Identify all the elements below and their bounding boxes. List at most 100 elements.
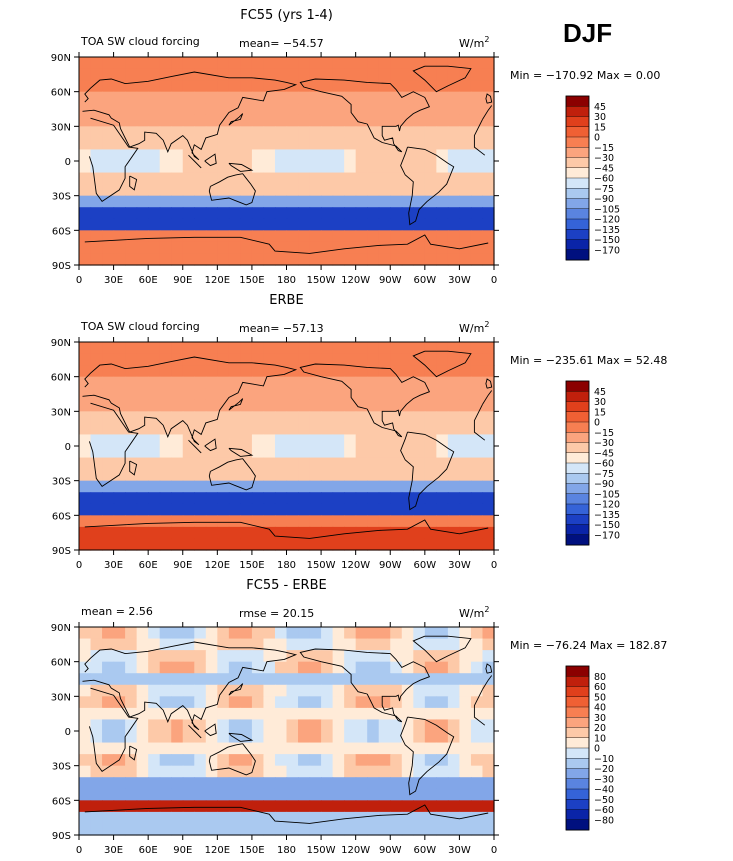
coastline	[204, 438, 217, 452]
contour-cell	[436, 661, 449, 674]
contour-cell	[136, 422, 149, 436]
contour-cell	[378, 788, 391, 801]
contour-cell	[274, 114, 288, 127]
contour-cell	[79, 811, 92, 825]
contour-cell	[228, 137, 241, 151]
contour-cell	[136, 57, 149, 70]
contour-cell	[321, 650, 334, 663]
contour-cell	[182, 469, 195, 482]
contour-cell	[378, 684, 391, 697]
contour-cell	[321, 777, 334, 790]
contour-cell	[286, 376, 299, 389]
contour-cell	[205, 137, 218, 151]
contour-cell	[401, 172, 414, 185]
contour-cell	[251, 765, 265, 778]
contour-cell	[79, 68, 92, 81]
contour-cell	[125, 765, 138, 778]
contour-cell	[332, 241, 345, 255]
contour-cell	[251, 696, 265, 709]
contour-cell	[321, 149, 334, 162]
contour-cell	[378, 731, 391, 744]
contour-cell	[309, 388, 322, 401]
contour-cell	[228, 811, 241, 825]
contour-cell	[309, 114, 322, 127]
contour-cell	[171, 388, 184, 401]
contour-cell	[321, 538, 334, 551]
contour-cell	[102, 765, 115, 778]
contour-cell	[251, 707, 265, 721]
contour-cell	[378, 457, 391, 470]
contour-cell	[459, 365, 472, 378]
contour-cell	[194, 68, 207, 81]
contour-cell	[102, 230, 115, 243]
contour-cell	[286, 742, 299, 755]
contour-cell	[90, 538, 103, 551]
contour-cell	[171, 342, 184, 355]
contour-cell	[401, 57, 414, 70]
contour-cell	[228, 434, 241, 447]
contour-cell	[424, 376, 437, 389]
contour-cell	[413, 788, 426, 801]
contour-cell	[171, 777, 184, 790]
contour-cell	[113, 526, 126, 540]
contour-cell	[482, 446, 495, 459]
contour-cell	[367, 719, 380, 732]
contour-cell	[194, 388, 207, 401]
contour-cell	[102, 342, 115, 355]
contour-cell	[274, 638, 288, 651]
contour-cell	[298, 184, 311, 197]
contour-cell	[251, 457, 265, 470]
contour-cell	[286, 707, 299, 721]
contour-cell	[113, 446, 126, 459]
contour-cell	[298, 742, 311, 755]
units-text: W/m	[459, 607, 484, 620]
contour-cell	[125, 399, 138, 412]
contour-cell	[470, 719, 484, 732]
contour-cell	[90, 149, 103, 162]
contour-cell	[79, 731, 92, 744]
contour-cell	[321, 638, 334, 651]
contour-cell	[355, 342, 368, 355]
contour-cell	[90, 707, 103, 721]
contour-cell	[298, 446, 311, 459]
contour-cell	[482, 149, 495, 162]
contour-cell	[194, 184, 207, 197]
contour-cell	[205, 684, 218, 697]
contour-cell	[194, 353, 207, 366]
contour-cell	[482, 719, 495, 732]
units-superscript: 2	[484, 320, 489, 329]
contour-cell	[321, 195, 334, 208]
contour-cell	[390, 103, 403, 116]
contour-cell	[148, 673, 161, 686]
contour-cell	[159, 800, 172, 813]
contour-cell	[102, 388, 115, 401]
contour-cell	[228, 161, 241, 174]
contour-cell	[309, 253, 322, 266]
colorbar-box	[565, 799, 590, 811]
contour-cell	[90, 823, 103, 836]
contour-cell	[228, 241, 241, 255]
coastline	[129, 175, 138, 191]
contour-cell	[228, 207, 241, 220]
contour-cell	[79, 376, 92, 389]
lon-tick-label: 150W	[307, 560, 336, 571]
contour-cell	[263, 684, 276, 697]
contour-cell	[424, 719, 437, 732]
contour-cell	[217, 218, 230, 231]
contour-cell	[309, 184, 322, 197]
contour-cell	[148, 68, 161, 81]
contour-cell	[263, 434, 276, 447]
contour-cell	[194, 754, 207, 767]
contour-cell	[401, 627, 414, 640]
contour-cell	[332, 538, 345, 551]
contour-cell	[470, 230, 484, 243]
contour-cell	[79, 754, 92, 767]
contour-cell	[332, 788, 345, 801]
lat-tick-label: 90S	[52, 546, 71, 557]
contour-cell	[447, 218, 461, 231]
contour-cell	[344, 149, 357, 162]
contour-cell	[171, 684, 184, 697]
contour-cell	[217, 765, 230, 778]
contour-cell	[79, 492, 92, 505]
contour-cell	[102, 538, 115, 551]
